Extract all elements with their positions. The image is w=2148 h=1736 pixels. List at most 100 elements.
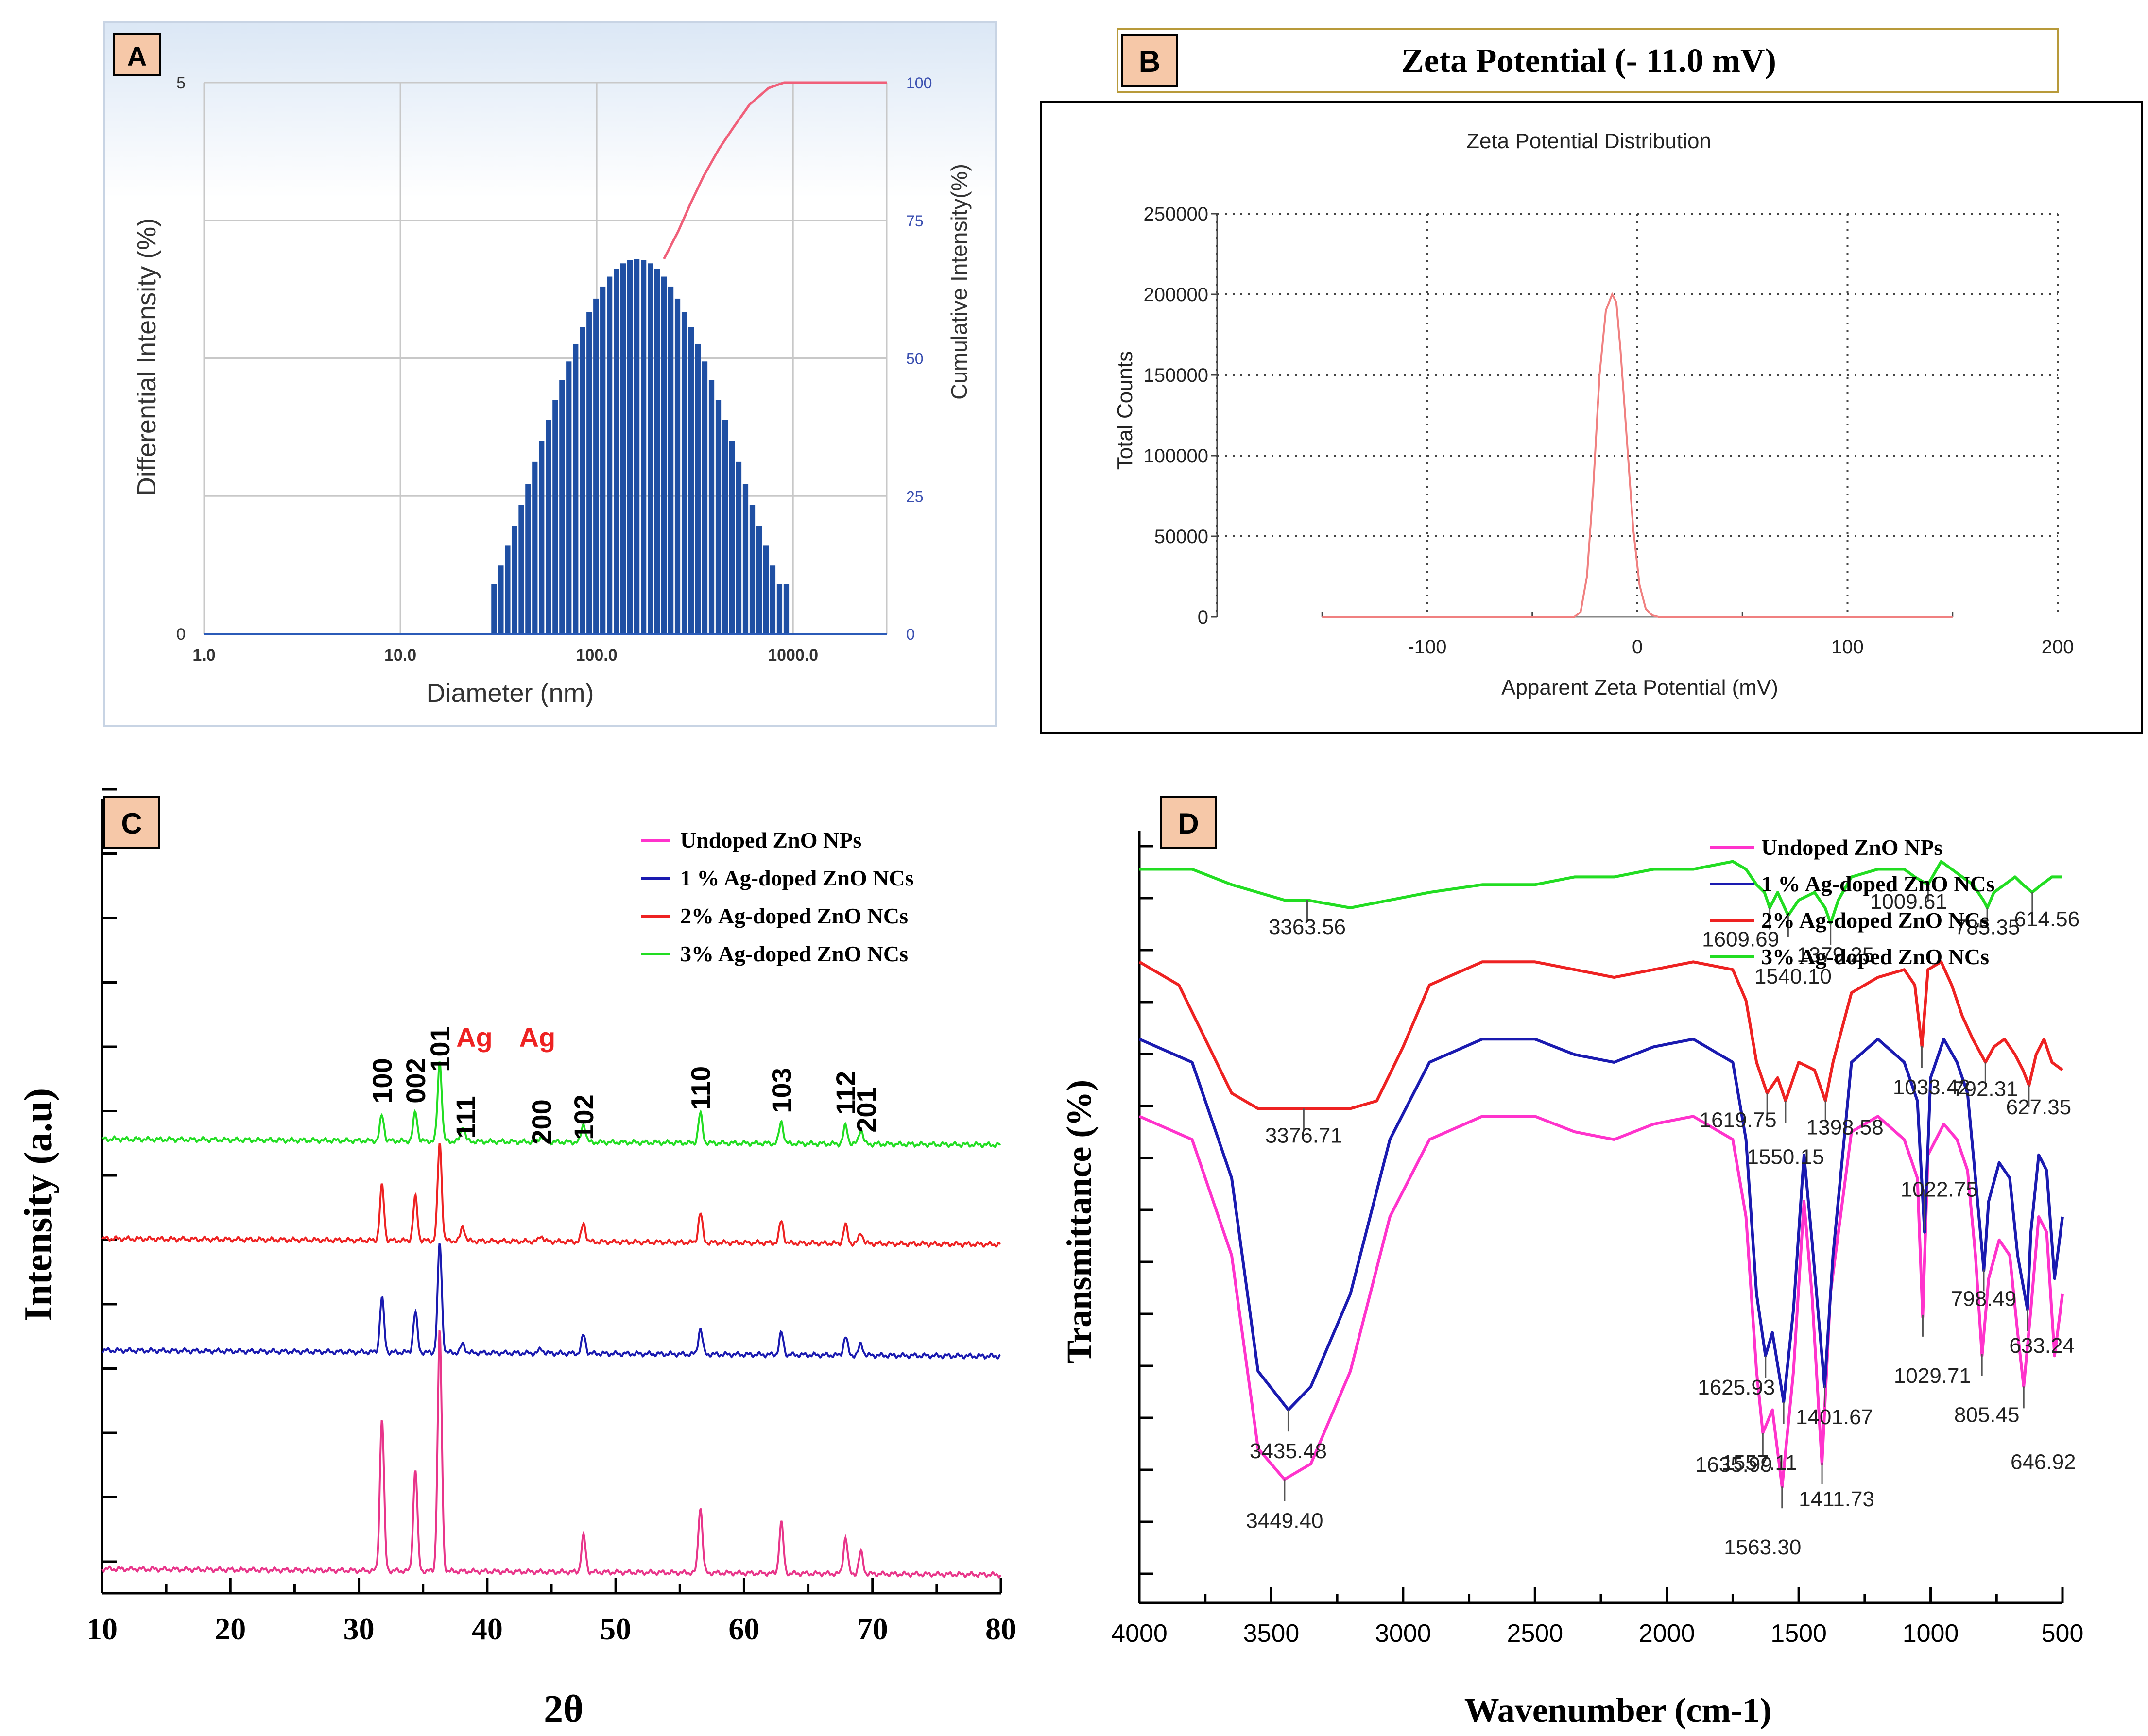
xtick-c-1: 20	[215, 1612, 246, 1646]
xtick-c-6: 70	[857, 1612, 888, 1646]
xtick-d-4: 2000	[1639, 1619, 1695, 1648]
ytick-b-5: 250000	[1144, 204, 1208, 225]
y2tick-a-2: 50	[906, 350, 924, 368]
annotation-d-label-21: 3449.40	[1246, 1509, 1323, 1532]
panel-a-badge	[113, 33, 161, 76]
annotation-d-label-11: 1033.42	[1893, 1075, 1970, 1099]
annotation-d-label-26: 805.45	[1954, 1403, 2020, 1427]
panel-b-header: Zeta Potential (- 11.0 mV)	[1401, 42, 1776, 80]
y2tick-a-4: 100	[906, 74, 932, 92]
peak-label-c-4: 111	[450, 1096, 481, 1138]
xtick-b-1: 0	[1632, 636, 1643, 658]
panel-b-ylabel: Total Counts	[1113, 351, 1137, 470]
xtick-c-3: 40	[472, 1612, 503, 1646]
legend-c-label-0: Undoped ZnO NPs	[680, 828, 861, 852]
bar-a-17	[607, 276, 613, 634]
bar-a-19	[620, 263, 626, 634]
panel-b-xlabel: Apparent Zeta Potential (mV)	[1501, 676, 1778, 699]
bar-a-36	[736, 461, 742, 634]
y2tick-a-1: 25	[906, 488, 924, 505]
bar-a-3	[512, 526, 517, 634]
xtick-d-0: 4000	[1111, 1619, 1168, 1648]
panel-a-xlabel: Diameter (nm)	[426, 679, 594, 708]
xtick-a-1: 10.0	[384, 646, 416, 664]
xtick-d-5: 1500	[1770, 1619, 1827, 1648]
legend-c-label-2: 2% Ag-doped ZnO NCs	[680, 903, 908, 928]
ftir-line-1	[1138, 1038, 2064, 1412]
xtick-d-6: 1000	[1903, 1619, 1959, 1648]
panel-b: B Zeta Potential (- 11.0 mV) Zeta Potent…	[1040, 28, 2143, 734]
xtick-d-2: 3000	[1375, 1619, 1431, 1648]
annotation-d-label-27: 646.92	[2011, 1450, 2076, 1474]
xtick-c-0: 10	[86, 1612, 118, 1646]
panel-b-title: Zeta Potential Distribution	[1466, 129, 1711, 153]
bar-a-26	[668, 286, 674, 634]
panel-b-badge	[1121, 34, 1178, 87]
panel-d-ylabel: Transmittance (%)	[1060, 1080, 1099, 1364]
panel-c-xlabel: 2θ	[544, 1688, 584, 1731]
annotation-d-label-24: 1411.73	[1799, 1487, 1874, 1511]
annotation-d-label-25: 1029.71	[1894, 1364, 1971, 1388]
xtick-a-0: 1.0	[192, 646, 215, 664]
ytick-a-0: 0	[176, 625, 186, 644]
annotation-d-label-0: 3363.56	[1269, 915, 1346, 939]
bar-a-38	[749, 505, 756, 634]
bar-a-32	[708, 380, 715, 634]
bar-a-1	[498, 565, 504, 634]
ytick-b-2: 100000	[1144, 445, 1208, 467]
ftir-line-2	[1138, 960, 2063, 1110]
bar-a-41	[770, 565, 776, 634]
y2tick-a-0: 0	[906, 626, 915, 643]
annotation-d-label-3: 1379.25	[1797, 943, 1874, 967]
annotation-d-label-14: 3435.48	[1250, 1439, 1327, 1463]
legend-c-label-1: 1 % Ag-doped ZnO NCs	[680, 866, 914, 890]
peak-label-c-0: 100	[367, 1058, 397, 1103]
bar-a-20	[627, 260, 633, 634]
bar-a-2	[505, 545, 511, 634]
bar-a-35	[729, 441, 735, 634]
bar-a-14	[586, 312, 592, 634]
bar-a-28	[681, 312, 687, 634]
bar-a-4	[518, 505, 524, 634]
panel-a-y2label: Cumulative Intensity(%)	[946, 164, 972, 400]
peak-label-c-10: 112	[830, 1071, 861, 1115]
xtick-c-4: 50	[600, 1612, 631, 1646]
panel-b-frame	[1040, 101, 2143, 734]
xtick-b-3: 200	[2042, 636, 2074, 658]
ytick-b-1: 50000	[1154, 526, 1208, 547]
annotation-d-label-5: 785.35	[1955, 916, 2020, 939]
panel-b-header-box	[1117, 28, 2059, 93]
bar-a-6	[532, 461, 538, 634]
panel-d-xlabel: Wavenumber (cm-1)	[1464, 1691, 1772, 1730]
annotation-d-label-2: 1540.10	[1754, 965, 1832, 988]
peak-label-c-5: Ag	[519, 1022, 556, 1053]
panel-d-badge	[1160, 796, 1217, 849]
peak-label-c-11: 201	[851, 1087, 882, 1132]
bar-a-30	[695, 343, 701, 634]
xtick-d-1: 3500	[1243, 1619, 1300, 1648]
plot-area-d: 4000 3500 3000 2500 2000 1500 1000 500 3363.56 16…	[1111, 831, 2083, 1648]
annotation-d-label-7: 3376.71	[1265, 1123, 1342, 1147]
legend-d-label-2: 2% Ag-doped ZnO NCs	[1761, 908, 1989, 933]
ytick-b-4: 200000	[1144, 284, 1208, 306]
panel-a-letter: A	[127, 41, 147, 71]
peak-label-c-7: 102	[568, 1094, 599, 1140]
bar-a-18	[614, 269, 619, 634]
peak-label-c-9: 103	[766, 1068, 797, 1113]
annotation-d-label-10: 1398.58	[1806, 1115, 1884, 1139]
annotation-d-label-15: 1625.93	[1698, 1376, 1775, 1399]
bar-a-7	[539, 441, 545, 634]
panel-c-letter: C	[121, 807, 142, 840]
bar-a-13	[580, 327, 585, 634]
xrd-trace-1	[101, 1243, 1001, 1360]
y2tick-a-3: 75	[906, 212, 924, 230]
cumulative-line-a	[663, 81, 887, 260]
bar-a-9	[552, 400, 558, 634]
annotation-d-label-17: 1401.67	[1796, 1405, 1873, 1429]
annotation-d-label-9: 1550.15	[1747, 1145, 1824, 1169]
annotation-d-label-22: 1635.99	[1695, 1453, 1772, 1477]
xtick-c-7: 80	[985, 1612, 1016, 1646]
annotation-d-label-19: 798.49	[1951, 1287, 2017, 1311]
